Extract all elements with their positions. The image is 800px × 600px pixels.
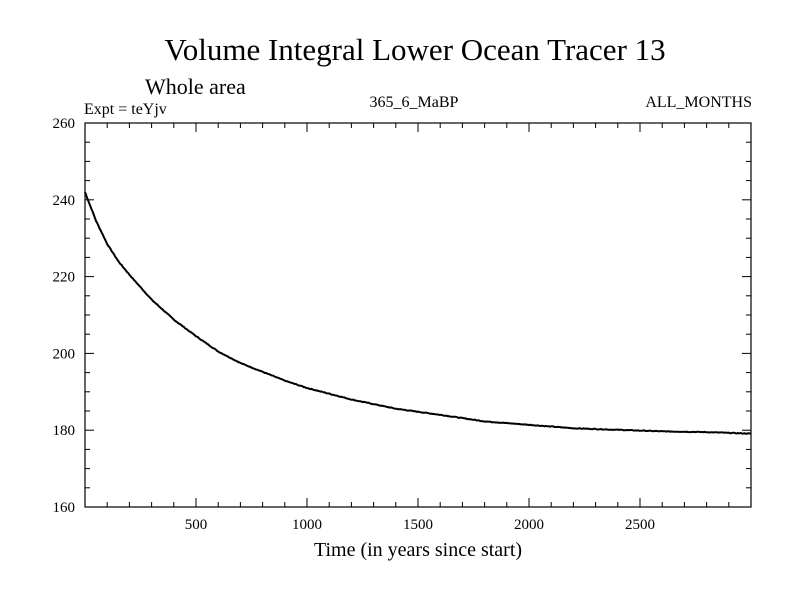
series-line (85, 192, 751, 434)
x-tick-label: 2500 (625, 517, 655, 533)
plot-frame (85, 123, 751, 507)
x-tick-label: 2000 (514, 517, 544, 533)
x-tick-label: 500 (185, 517, 208, 533)
y-tick-label: 260 (53, 116, 76, 132)
x-axis-label: Time (in years since start) (314, 539, 522, 561)
chart: Volume Integral Lower Ocean Tracer 13 Wh… (0, 0, 800, 600)
y-tick-label: 220 (53, 270, 76, 286)
y-tick-label: 180 (53, 423, 76, 439)
y-tick-label: 200 (53, 346, 76, 362)
y-tick-label: 240 (53, 193, 76, 209)
months-label: ALL_MONTHS (645, 94, 752, 111)
expt-label: Expt = teYjv (84, 101, 167, 118)
chart-title: Volume Integral Lower Ocean Tracer 13 (164, 32, 665, 67)
experiment-period-label: 365_6_MaBP (370, 94, 459, 111)
x-tick-label: 1000 (292, 517, 322, 533)
axes: 500 1000 1500 2000 2500 160 180 200 220 240 260 (53, 116, 752, 533)
chart-subtitle: Whole area (145, 74, 246, 99)
y-tick-label: 160 (53, 500, 76, 516)
x-tick-label: 1500 (403, 517, 433, 533)
